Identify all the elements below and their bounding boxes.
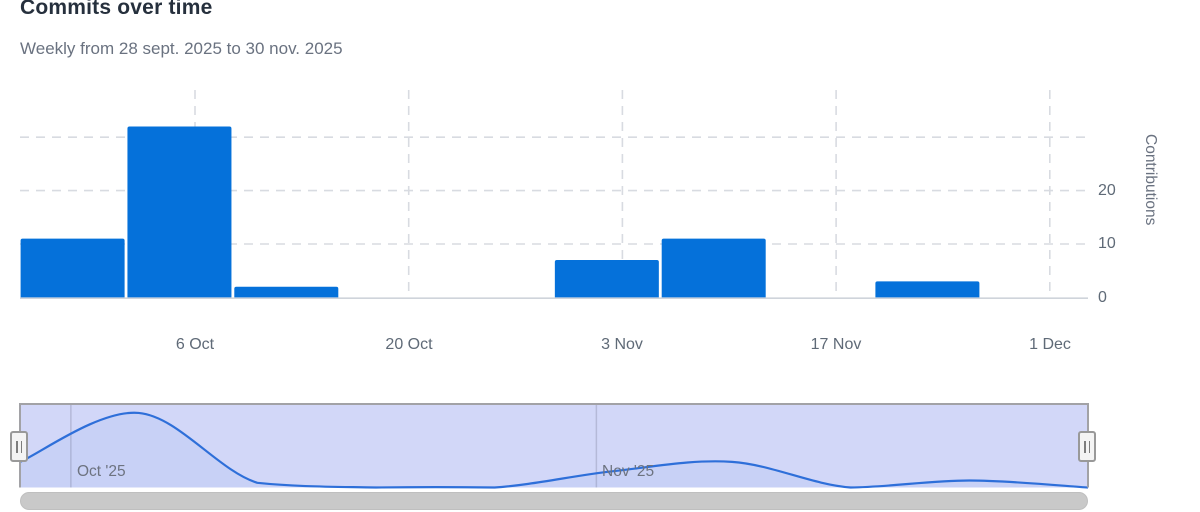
handle-grip-icon: [16, 440, 18, 453]
commit-bar-28-sep[interactable]: [20, 238, 125, 298]
navigator-month-oct: Oct '25: [77, 463, 126, 480]
navigator-left-handle[interactable]: [10, 431, 28, 462]
y-tick-0: 0: [1098, 289, 1107, 306]
handle-grip-icon: [20, 440, 22, 453]
x-tick-20-oct: 20 Oct: [385, 336, 433, 353]
chart-subtitle: Weekly from 28 sept. 2025 to 30 nov. 202…: [20, 39, 343, 58]
x-tick-17-nov: 17 Nov: [810, 336, 862, 353]
x-tick-1-dec: 1 Dec: [1029, 336, 1071, 353]
navigator[interactable]: [20, 404, 1088, 488]
y-tick-10: 10: [1098, 235, 1116, 252]
commit-bar-5-oct[interactable]: [127, 126, 232, 298]
commit-bar-12-oct[interactable]: [234, 286, 339, 298]
x-tick-6-oct: 6 Oct: [175, 336, 215, 353]
y-axis-title: Contributions: [1142, 134, 1159, 226]
chart-title: Commits over time: [20, 0, 213, 19]
navigator-month-nov: Nov '25: [602, 463, 655, 480]
navigator-area: [20, 412, 1088, 488]
handle-grip-icon: [1084, 440, 1086, 453]
commit-bar-9-nov[interactable]: [661, 238, 766, 298]
y-tick-20: 20: [1098, 182, 1116, 199]
horizontal-scrollbar[interactable]: [20, 492, 1088, 510]
x-tick-3-nov: 3 Nov: [601, 336, 643, 353]
navigator-line: [19, 411, 1089, 489]
commit-bar-2-nov[interactable]: [554, 260, 659, 298]
handle-grip-icon: [1088, 440, 1090, 453]
commit-bar-23-nov[interactable]: [875, 281, 980, 298]
navigator-right-handle[interactable]: [1078, 431, 1096, 462]
